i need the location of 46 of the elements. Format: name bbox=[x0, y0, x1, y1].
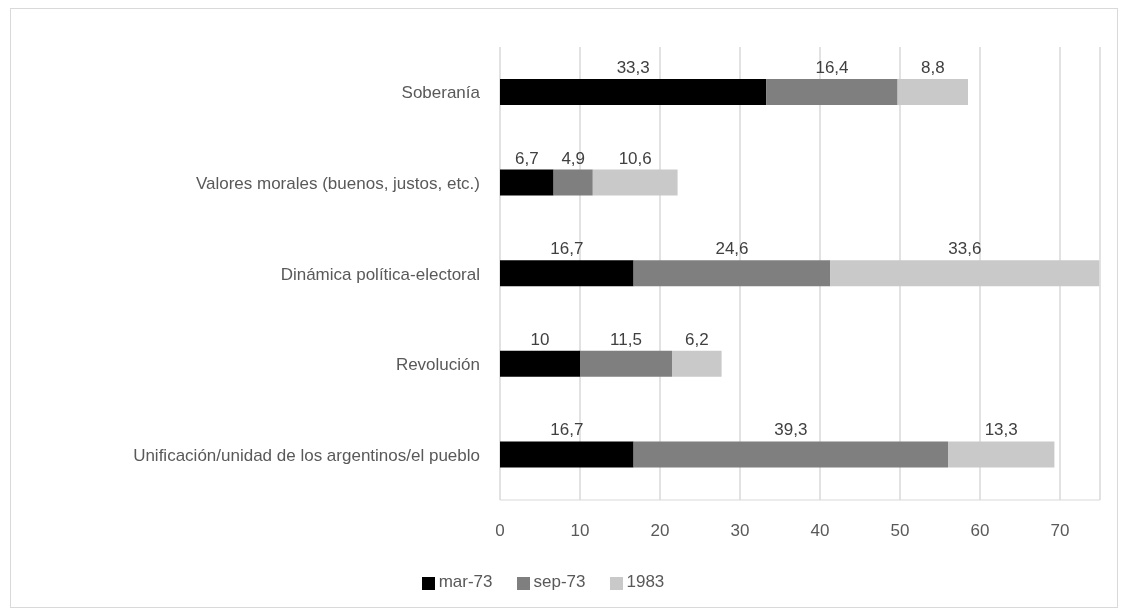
bar bbox=[830, 260, 1100, 287]
x-tick-label: 40 bbox=[810, 521, 830, 541]
bar bbox=[672, 350, 722, 377]
bar bbox=[500, 79, 767, 105]
legend-label: sep-73 bbox=[533, 572, 586, 591]
legend-label: mar-73 bbox=[438, 572, 493, 591]
data-label: 6,2 bbox=[684, 329, 709, 349]
x-tick-label: 0 bbox=[495, 521, 505, 541]
bar bbox=[500, 441, 634, 468]
data-label: 8,8 bbox=[920, 58, 945, 77]
x-tick-label: 20 bbox=[650, 521, 670, 541]
y-tick-label: Dinámica política-electoral bbox=[280, 264, 480, 284]
y-tick-label: Revolución bbox=[395, 355, 480, 375]
data-label: 16,7 bbox=[550, 420, 584, 440]
bar bbox=[633, 260, 831, 287]
bar bbox=[500, 260, 634, 287]
data-label: 24,6 bbox=[715, 239, 749, 259]
bar bbox=[766, 79, 898, 105]
bar bbox=[948, 441, 1055, 468]
x-tick-label: 30 bbox=[730, 521, 750, 541]
x-tick-label: 60 bbox=[970, 521, 990, 541]
legend-label: 1983 bbox=[626, 572, 665, 591]
data-label: 4,9 bbox=[561, 148, 586, 168]
data-label: 16,7 bbox=[550, 239, 584, 259]
data-label: 11,5 bbox=[610, 329, 642, 349]
bar bbox=[633, 441, 948, 468]
data-label: 13,3 bbox=[984, 420, 1018, 440]
data-label: 33,6 bbox=[948, 239, 982, 259]
data-label: 6,7 bbox=[514, 148, 539, 168]
bar bbox=[580, 350, 672, 377]
data-label: 33,3 bbox=[616, 58, 650, 77]
y-tick-label: Unificación/unidad de los argentinos/el pueblo bbox=[133, 445, 480, 465]
bar bbox=[553, 169, 593, 196]
x-tick-label: 50 bbox=[890, 521, 910, 541]
x-tick-label: 10 bbox=[570, 521, 590, 541]
bar bbox=[592, 169, 678, 196]
x-tick-label: 70 bbox=[1050, 521, 1070, 541]
data-label: 10 bbox=[530, 329, 550, 349]
y-tick-label: Soberanía bbox=[401, 83, 481, 103]
bar bbox=[500, 169, 554, 196]
y-tick-label: Valores morales (buenos, justos, etc.) bbox=[195, 173, 480, 193]
data-label: 39,3 bbox=[774, 420, 808, 440]
data-label: 16,4 bbox=[815, 58, 849, 77]
bar bbox=[500, 350, 580, 377]
bar bbox=[897, 79, 968, 105]
data-label: 10,6 bbox=[618, 148, 652, 168]
